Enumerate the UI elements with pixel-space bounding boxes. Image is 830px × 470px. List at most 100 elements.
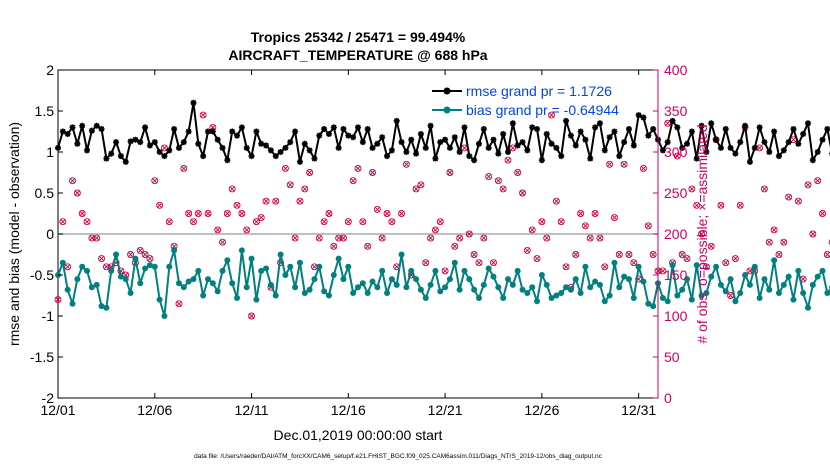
obs-assimilated-point xyxy=(166,218,173,225)
bias-point xyxy=(737,290,744,297)
obs-assimilated-point xyxy=(287,181,294,188)
obs-possible-point xyxy=(272,197,280,205)
bias-point xyxy=(708,273,715,280)
obs-assimilated-point xyxy=(500,186,506,192)
rmse-point xyxy=(253,128,260,135)
obs-assimilated-point xyxy=(84,218,90,225)
obs-assimilated-point xyxy=(297,198,303,205)
obs-assimilated-point xyxy=(563,263,569,270)
rmse-point xyxy=(384,153,391,160)
obs-possible-point xyxy=(364,242,372,250)
rmse-point xyxy=(369,144,376,151)
rmse-point xyxy=(742,122,749,129)
bias-point xyxy=(142,265,149,272)
obs-assimilated-point xyxy=(819,210,826,217)
bias-point xyxy=(543,281,550,288)
bias-point xyxy=(282,272,289,278)
obs-assimilated-point xyxy=(587,235,594,241)
obs-possible-point xyxy=(373,205,381,213)
obs-assimilated-point xyxy=(403,161,410,168)
obs-possible-point xyxy=(514,169,522,176)
obs-assimilated-point xyxy=(326,210,332,217)
obs-assimilated-point xyxy=(340,235,347,241)
obs-assimilated-point xyxy=(814,177,821,184)
obs-possible-point xyxy=(465,230,473,238)
obs-assimilated-point xyxy=(732,255,739,262)
obs-assimilated-point xyxy=(616,251,623,258)
rmse-point xyxy=(640,114,647,121)
rmse-point xyxy=(587,155,594,162)
obs-possible-point xyxy=(93,234,101,242)
obs-assimilated-point xyxy=(510,145,516,151)
bias-point xyxy=(364,290,371,297)
obs-possible-point xyxy=(644,222,652,230)
rmse-point xyxy=(684,140,691,147)
rmse-point xyxy=(287,139,294,146)
rmse-point xyxy=(756,124,763,131)
rmse-point xyxy=(621,139,628,146)
obs-assimilated-point xyxy=(645,222,652,229)
obs-possible-point xyxy=(702,263,710,271)
bias-point xyxy=(413,276,420,283)
bias-series xyxy=(55,247,830,319)
obs-assimilated-point xyxy=(442,268,448,274)
bias-point xyxy=(809,281,816,288)
bias-point xyxy=(630,294,637,301)
rmse-point xyxy=(519,139,526,146)
obs-assimilated-point xyxy=(147,255,153,262)
rmse-point xyxy=(88,127,95,134)
rmse-point xyxy=(727,144,734,151)
obs-possible-point xyxy=(64,263,72,271)
legend-rmse-marker xyxy=(443,87,451,95)
rmse-point xyxy=(345,132,352,139)
bias-point xyxy=(84,267,91,274)
y-left-tick-label: 1.5 xyxy=(35,103,55,119)
rmse-point xyxy=(156,149,163,155)
bias-point xyxy=(340,276,347,283)
obs-possible-point xyxy=(180,164,188,172)
rmse-point xyxy=(321,126,328,133)
legend-bias-label: bias grand pr = -0.64944 xyxy=(466,102,619,118)
obs-possible-point xyxy=(456,234,464,242)
obs-assimilated-point xyxy=(747,268,753,274)
rmse-point xyxy=(819,136,826,143)
bias-point xyxy=(471,286,478,293)
obs-assimilated-point xyxy=(74,190,81,196)
rmse-point xyxy=(79,122,86,129)
obs-possible-point xyxy=(640,164,647,172)
bias-point xyxy=(519,286,526,293)
rmse-point xyxy=(427,122,434,129)
obs-possible-point xyxy=(736,201,744,209)
rmse-point xyxy=(161,153,168,160)
bias-point xyxy=(403,284,410,291)
obs-possible-point xyxy=(775,251,783,258)
rmse-point xyxy=(814,149,821,155)
obs-assimilated-point xyxy=(524,247,531,254)
obs-possible-point xyxy=(581,222,589,230)
y-right-tick-label: 100 xyxy=(664,308,688,324)
obs-possible-point xyxy=(262,197,270,205)
bias-point xyxy=(185,278,192,285)
obs-possible-point xyxy=(349,177,357,185)
obs-possible-point xyxy=(678,251,686,258)
obs-assimilated-point xyxy=(432,227,439,233)
bias-point xyxy=(538,272,545,278)
rmse-point xyxy=(93,122,100,129)
obs-possible-point xyxy=(383,210,391,217)
bias-point xyxy=(127,290,134,297)
bias-point xyxy=(505,276,511,283)
y-right-tick-label: 400 xyxy=(664,62,688,78)
obs-possible-point xyxy=(127,251,135,258)
rmse-point xyxy=(703,149,710,155)
bias-point xyxy=(214,288,221,295)
obs-assimilated-point xyxy=(805,181,811,188)
obs-possible-point xyxy=(673,152,681,160)
bias-point xyxy=(98,303,105,310)
y-left-tick-label: 0.5 xyxy=(35,185,55,201)
rmse-point xyxy=(751,144,758,151)
obs-assimilated-point xyxy=(321,218,327,225)
obs-possible-point xyxy=(320,218,328,226)
y-right-tick-label: 50 xyxy=(664,349,680,365)
obs-possible-point xyxy=(248,312,255,320)
obs-assimilated-point xyxy=(597,235,603,241)
